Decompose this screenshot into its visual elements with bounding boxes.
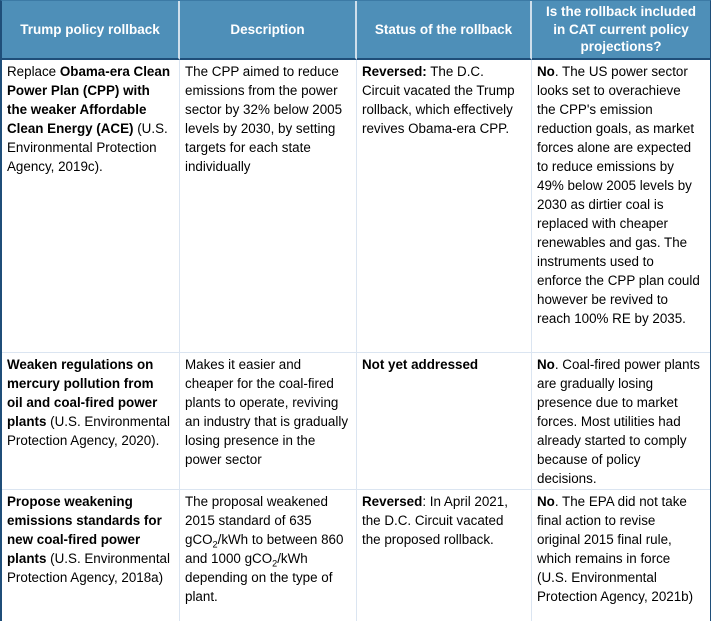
column-header-status: Status of the rollback (357, 1, 532, 60)
table-header-row: Trump policy rollback Description Status… (2, 1, 710, 60)
cell-description: Makes it easier and cheaper for the coal… (180, 352, 357, 490)
cell-description: The CPP aimed to reduce emissions from t… (180, 59, 357, 353)
cell-policy: Weaken regulations on mercury pollution … (2, 352, 180, 490)
cell-status: Reversed: In April 2021, the D.C. Circui… (357, 489, 532, 621)
table-row: Propose weakening emissions standards fo… (2, 489, 710, 621)
cell-cat: No. The EPA did not take final action to… (532, 490, 710, 621)
cell-status: Reversed: The D.C. Circuit vacated the T… (357, 59, 532, 353)
table-body: Replace Obama-era Clean Power Plan (CPP)… (2, 59, 710, 621)
table-row: Weaken regulations on mercury pollution … (2, 352, 710, 490)
column-header-description: Description (180, 1, 357, 60)
cell-policy: Replace Obama-era Clean Power Plan (CPP)… (2, 59, 180, 353)
table-row: Replace Obama-era Clean Power Plan (CPP)… (2, 59, 710, 353)
column-header-policy: Trump policy rollback (2, 1, 180, 60)
cell-policy: Propose weakening emissions standards fo… (2, 489, 180, 621)
cell-description: The proposal weakened 2015 standard of 6… (180, 489, 357, 621)
column-header-cat-projections: Is the rollback included in CAT current … (532, 1, 710, 60)
cell-status: Not yet addressed (357, 352, 532, 490)
cell-cat: No. Coal-fired power plants are graduall… (532, 353, 710, 490)
cell-cat: No. The US power sector looks set to ove… (532, 60, 710, 353)
